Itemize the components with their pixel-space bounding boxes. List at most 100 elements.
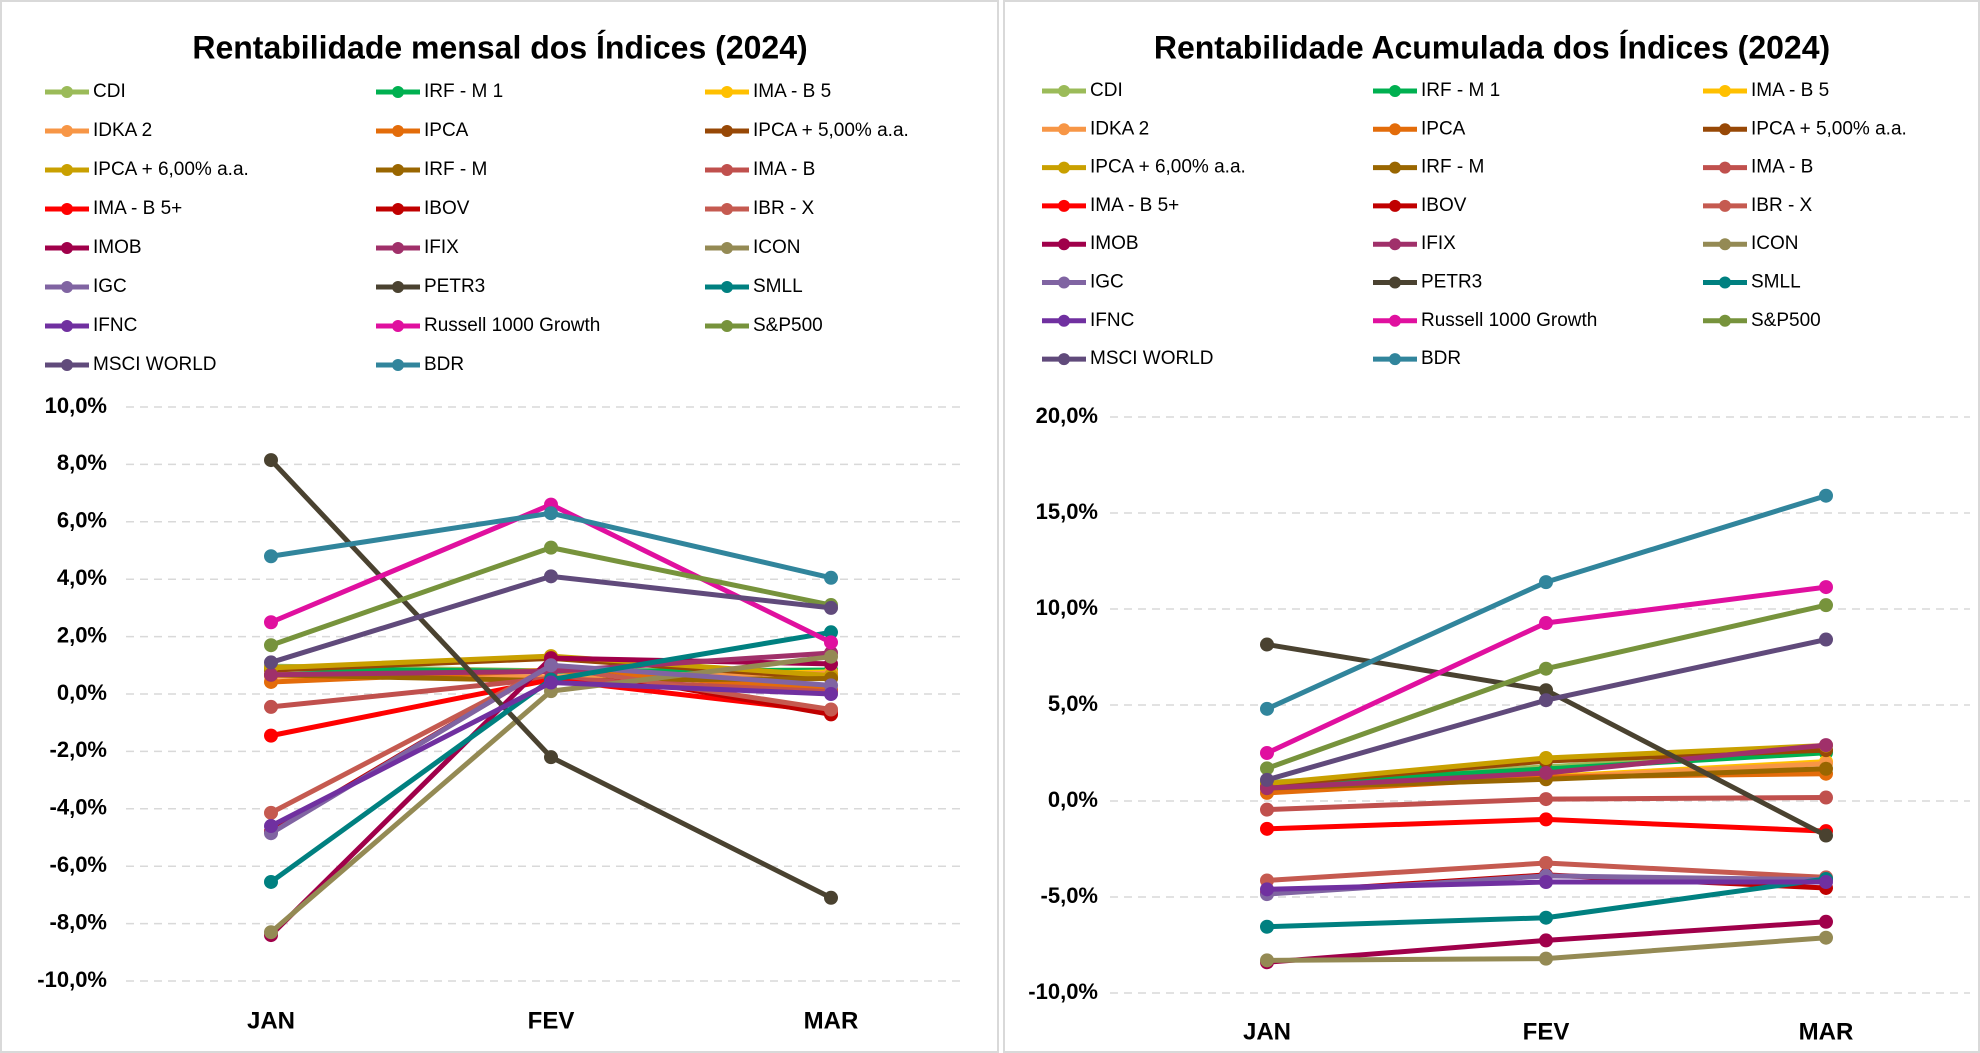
legend-marker bbox=[1058, 85, 1070, 97]
legend-marker bbox=[1389, 85, 1401, 97]
data-point bbox=[264, 925, 278, 940]
legend-label: ICON bbox=[1751, 233, 1799, 254]
y-tick-label: 15,0% bbox=[1036, 499, 1098, 524]
legend-label: IPCA + 5,00% a.a. bbox=[1751, 118, 1907, 139]
legend-marker bbox=[61, 125, 73, 137]
data-point bbox=[264, 805, 278, 820]
data-point bbox=[264, 819, 278, 834]
panel-border bbox=[1003, 0, 1980, 1053]
data-point bbox=[1260, 772, 1274, 787]
data-point bbox=[1539, 693, 1553, 708]
legend-label: S&P500 bbox=[1751, 310, 1821, 331]
legend-marker bbox=[61, 86, 73, 98]
legend-marker bbox=[1389, 199, 1401, 212]
data-point bbox=[264, 874, 278, 889]
legend-marker bbox=[1389, 314, 1401, 327]
panel-border bbox=[0, 0, 999, 1053]
x-tick-label: JAN bbox=[247, 1007, 295, 1034]
legend-label: IGC bbox=[1090, 272, 1124, 293]
data-point bbox=[1819, 875, 1833, 890]
y-tick-label: 2,0% bbox=[57, 622, 107, 647]
y-tick-label: 0,0% bbox=[57, 680, 107, 705]
data-point bbox=[1539, 683, 1553, 698]
legend-marker bbox=[721, 281, 733, 293]
legend-label: IBR - X bbox=[753, 198, 815, 219]
data-point bbox=[264, 638, 278, 653]
legend-label: IMOB bbox=[93, 237, 142, 258]
data-point bbox=[544, 675, 558, 690]
legend-label: IRF - M 1 bbox=[1421, 80, 1500, 101]
data-point bbox=[1539, 616, 1553, 631]
legend-label: IRF - M 1 bbox=[424, 81, 503, 102]
data-point bbox=[1260, 802, 1274, 817]
data-point bbox=[1260, 746, 1274, 760]
legend-label: IMA - B 5 bbox=[753, 81, 831, 102]
y-tick-label: 5,0% bbox=[1048, 691, 1098, 716]
legend-label: IPCA + 6,00% a.a. bbox=[93, 159, 249, 180]
x-tick-label: JAN bbox=[1243, 1018, 1291, 1045]
y-tick-label: -10,0% bbox=[37, 967, 107, 992]
data-point bbox=[824, 649, 838, 664]
data-point bbox=[824, 570, 838, 585]
legend-label: PETR3 bbox=[1421, 272, 1482, 293]
y-tick-label: -8,0% bbox=[50, 909, 107, 934]
legend-label: IFNC bbox=[93, 315, 137, 336]
legend-marker bbox=[61, 281, 73, 293]
legend-marker bbox=[1719, 276, 1731, 289]
legend-label: BDR bbox=[1421, 348, 1461, 369]
legend-label: IFIX bbox=[1421, 233, 1456, 254]
legend-label: MSCI WORLD bbox=[93, 354, 217, 375]
legend-marker bbox=[1719, 238, 1731, 251]
y-tick-label: 10,0% bbox=[45, 393, 107, 418]
legend-label: IGC bbox=[93, 276, 127, 297]
data-point bbox=[824, 890, 838, 905]
legend-marker bbox=[721, 242, 733, 254]
legend-label: IBOV bbox=[424, 198, 470, 219]
legend-label: IMA - B 5+ bbox=[93, 198, 182, 219]
data-point bbox=[824, 625, 838, 640]
legend-marker bbox=[721, 125, 733, 137]
legend-label: IDKA 2 bbox=[1090, 118, 1149, 139]
data-point bbox=[1539, 812, 1553, 827]
legend-label: IPCA bbox=[1421, 118, 1466, 139]
x-tick-label: MAR bbox=[1799, 1018, 1854, 1045]
legend-label: IMA - B 5+ bbox=[1090, 195, 1179, 216]
legend-marker bbox=[1058, 199, 1070, 212]
data-point bbox=[1260, 882, 1274, 897]
data-point bbox=[1819, 632, 1833, 647]
data-point bbox=[824, 635, 838, 650]
legend-marker bbox=[1058, 353, 1070, 366]
data-point bbox=[824, 687, 838, 701]
legend-marker bbox=[61, 242, 73, 254]
legend-marker bbox=[721, 164, 733, 176]
legend-marker bbox=[1719, 123, 1731, 136]
legend-label: IFNC bbox=[1090, 310, 1134, 331]
data-point bbox=[264, 453, 278, 468]
legend-label: CDI bbox=[1090, 80, 1123, 101]
y-tick-label: 8,0% bbox=[57, 450, 107, 475]
data-point bbox=[1539, 792, 1553, 807]
legend-label: IPCA + 6,00% a.a. bbox=[1090, 157, 1246, 178]
data-point bbox=[264, 549, 278, 564]
data-point bbox=[824, 702, 838, 717]
legend-label: Russell 1000 Growth bbox=[1421, 310, 1597, 331]
x-tick-label: FEV bbox=[528, 1007, 575, 1034]
data-point bbox=[1539, 856, 1553, 871]
legend-marker bbox=[1058, 238, 1070, 251]
data-point bbox=[544, 506, 558, 521]
chart-title: Rentabilidade mensal dos Índices (2024) bbox=[192, 29, 807, 65]
legend-label: SMLL bbox=[753, 276, 803, 297]
legend-label: Russell 1000 Growth bbox=[424, 315, 600, 336]
data-point bbox=[1819, 930, 1833, 945]
y-tick-label: 0,0% bbox=[1048, 787, 1098, 812]
data-point bbox=[1819, 580, 1833, 595]
legend-marker bbox=[721, 86, 733, 98]
legend-label: CDI bbox=[93, 81, 126, 102]
y-tick-label: -10,0% bbox=[1028, 979, 1098, 1004]
series-line bbox=[1265, 493, 1827, 712]
legend-label: ICON bbox=[753, 237, 801, 258]
legend-marker bbox=[392, 281, 404, 293]
legend-label: IFIX bbox=[424, 237, 459, 258]
data-point bbox=[264, 615, 278, 630]
